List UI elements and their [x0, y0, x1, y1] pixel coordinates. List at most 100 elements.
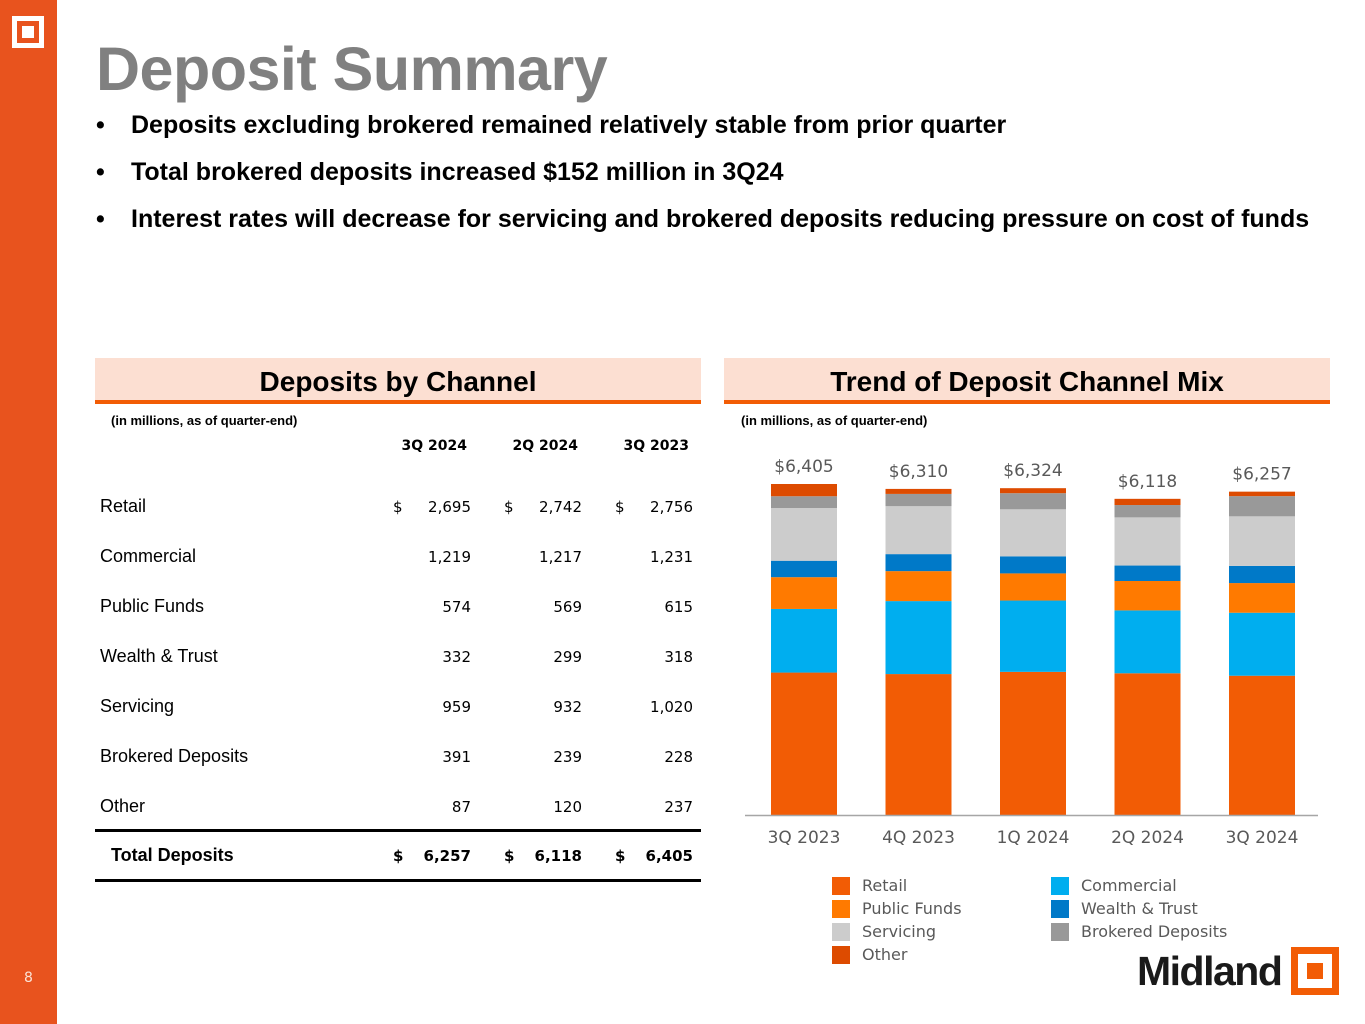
bar-segment-brokered-deposits: [885, 493, 952, 507]
cell-value: 2,742: [539, 498, 582, 516]
cell-value: 574: [442, 598, 471, 616]
currency-symbol: $: [615, 498, 625, 516]
cell-value: 615: [664, 598, 693, 616]
bar-segment-wealth-trust: [1114, 565, 1181, 582]
bullet-text: Deposits excluding brokered remained rel…: [131, 111, 1007, 139]
legend-label: Commercial: [1081, 876, 1177, 895]
x-tick-label: 4Q 2023: [882, 828, 955, 848]
bar-segment-public-funds: [885, 571, 952, 602]
cell-value: 87: [451, 798, 471, 816]
row-label: Servicing: [100, 696, 175, 716]
cell-value: 2,695: [428, 498, 471, 516]
bar-total-label: $6,324: [1003, 461, 1062, 481]
brand-name: Midland: [1137, 948, 1283, 994]
total-top-rule: [95, 829, 701, 832]
row-label: Commercial: [100, 546, 197, 566]
bar-segment-other: [1114, 498, 1181, 506]
bullet-text: Total brokered deposits increased $152 m…: [131, 158, 784, 186]
chart-note: (in millions, as of quarter-end): [741, 413, 928, 428]
cell-value: 6,118: [534, 847, 582, 865]
column-header: 3Q 2023: [623, 438, 689, 454]
legend-swatch: [832, 877, 850, 895]
bar-segment-retail: [1229, 675, 1295, 815]
bar-segment-servicing: [885, 506, 952, 555]
bar-segment-retail: [771, 672, 837, 815]
cell-value: 237: [664, 798, 693, 816]
bar-segment-retail: [1000, 671, 1066, 815]
legend-swatch: [832, 923, 850, 941]
bar-total-label: $6,257: [1232, 465, 1291, 485]
bullet-icon: •: [96, 158, 105, 186]
legend-label: Servicing: [862, 922, 937, 941]
table-row: Other 87 120 237: [95, 793, 701, 823]
currency-symbol: $: [504, 847, 515, 865]
table-row: Brokered Deposits 391 239 228: [95, 743, 701, 773]
table-row: Servicing 959 932 1,020: [95, 693, 701, 723]
legend-swatch: [1051, 923, 1069, 941]
cell-value: 318: [664, 648, 693, 666]
bar-segment-brokered-deposits: [1000, 493, 1066, 510]
bar-segment-brokered-deposits: [1229, 496, 1295, 517]
bar-segment-retail: [1114, 673, 1181, 815]
cell-value: 6,405: [645, 847, 693, 865]
cell-value: 1,020: [650, 698, 693, 716]
bar-segment-public-funds: [1229, 583, 1295, 613]
bar-segment-servicing: [771, 508, 837, 561]
cell-value: 959: [442, 698, 471, 716]
bullet-text: Interest rates will decrease for servici…: [131, 205, 1310, 233]
table-row: Public Funds 574 569 615: [95, 593, 701, 623]
bar-segment-commercial: [885, 601, 952, 675]
x-tick-label: 2Q 2024: [1111, 828, 1184, 848]
page-number: 8: [24, 970, 33, 986]
table-row: Commercial 1,219 1,217 1,231: [95, 543, 701, 573]
x-tick-label: 3Q 2024: [1226, 828, 1299, 848]
cell-value: 2,756: [650, 498, 693, 516]
bar-segment-commercial: [1229, 612, 1295, 676]
legend-label: Other: [862, 945, 908, 964]
legend-label: Brokered Deposits: [1081, 922, 1228, 941]
bar-total-label: $6,118: [1118, 472, 1177, 492]
legend-label: Wealth & Trust: [1081, 899, 1198, 918]
table-row: Wealth & Trust 332 299 318: [95, 643, 701, 673]
row-label: Retail: [100, 496, 147, 516]
cell-value: 120: [553, 798, 582, 816]
bullet-list: • Deposits excluding brokered remained re…: [96, 112, 1326, 253]
total-row: Total Deposits $ 6,257 $ 6,118 $ 6,405: [95, 842, 701, 872]
cell-value: 239: [553, 748, 582, 766]
cell-value: 1,219: [428, 548, 471, 566]
cell-value: 391: [442, 748, 471, 766]
currency-symbol: $: [504, 498, 514, 516]
bar-segment-servicing: [1114, 517, 1181, 566]
bar-segment-wealth-trust: [885, 554, 952, 572]
row-label: Other: [100, 796, 146, 816]
page-title: Deposit Summary: [96, 35, 608, 103]
currency-symbol: $: [393, 847, 404, 865]
column-header: 3Q 2024: [401, 438, 467, 454]
bar-segment-other: [1000, 488, 1066, 494]
column-header: 2Q 2024: [512, 438, 578, 454]
bar-segment-public-funds: [771, 577, 837, 609]
cell-value: 6,257: [423, 847, 471, 865]
bar-segment-servicing: [1000, 509, 1066, 557]
bar-segment-servicing: [1229, 516, 1295, 566]
cell-value: 1,217: [539, 548, 582, 566]
bar-segment-wealth-trust: [1000, 556, 1066, 574]
bar-segment-public-funds: [1000, 573, 1066, 601]
channel-mix-header: Trend of Deposit Channel Mix: [724, 358, 1330, 404]
bullet-item: • Interest rates will decrease for servic…: [96, 206, 1326, 232]
row-label: Brokered Deposits: [100, 746, 249, 766]
legend-swatch: [1051, 900, 1069, 918]
brand-mark-icon: [1291, 947, 1339, 995]
bar-segment-retail: [885, 674, 952, 815]
total-bottom-rule: [95, 879, 701, 882]
bar-total-label: $6,405: [774, 457, 833, 477]
bar-segment-commercial: [771, 608, 837, 673]
bar-segment-brokered-deposits: [1114, 505, 1181, 518]
bar-segment-wealth-trust: [1229, 565, 1295, 584]
bar-segment-other: [1229, 491, 1295, 497]
sidebar-band: 8: [0, 0, 57, 1024]
chart-svg: $6,405 3Q 2023 $6,310 4Q 2023 $6,324 1Q 2024 $…: [745, 457, 1318, 848]
bullet-icon: •: [96, 111, 105, 139]
bar-segment-other: [771, 484, 837, 497]
table-note: (in millions, as of quarter-end): [111, 413, 298, 428]
